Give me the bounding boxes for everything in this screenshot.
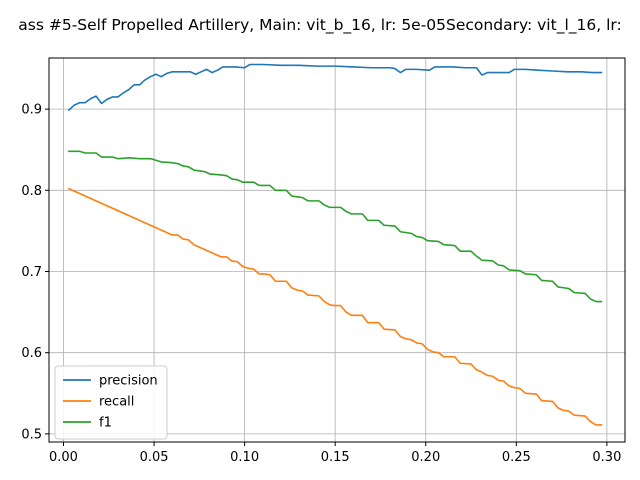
legend-label-recall: recall [99,395,134,410]
legend-label-f1: f1 [99,416,112,431]
series-line-precision [67,63,603,112]
y-tick-label: 0.5 [21,427,42,442]
y-tick-label: 0.8 [21,184,42,199]
plot-frame [48,57,626,443]
series-line-recall [67,187,603,426]
legend-box [54,365,168,440]
y-tick-label: 0.7 [21,265,42,280]
grid [49,58,625,442]
x-tick-label: 0.25 [502,450,531,465]
x-tick-label: 0.20 [411,450,440,465]
x-tick-label: 0.30 [592,450,621,465]
y-tick-label: 0.6 [21,346,42,361]
series-line-f1 [68,150,603,303]
x-tick-label: 0.05 [140,450,169,465]
x-tick-label: 0.15 [321,450,350,465]
y-tick-label: 0.9 [21,103,42,118]
x-tick-label: 0.00 [49,450,78,465]
chart-title: ass #5-Self Propelled Artillery, Main: v… [18,16,621,35]
legend: precision recall f1 [54,365,168,440]
legend-label-precision: precision [99,374,158,389]
x-tick-label: 0.10 [230,450,259,465]
axis-ticks: 0.00 0.05 0.10 0.15 0.20 0.25 0.30 0.5 0.6 0.7 0.8… [21,103,621,465]
series-lines [67,63,603,426]
